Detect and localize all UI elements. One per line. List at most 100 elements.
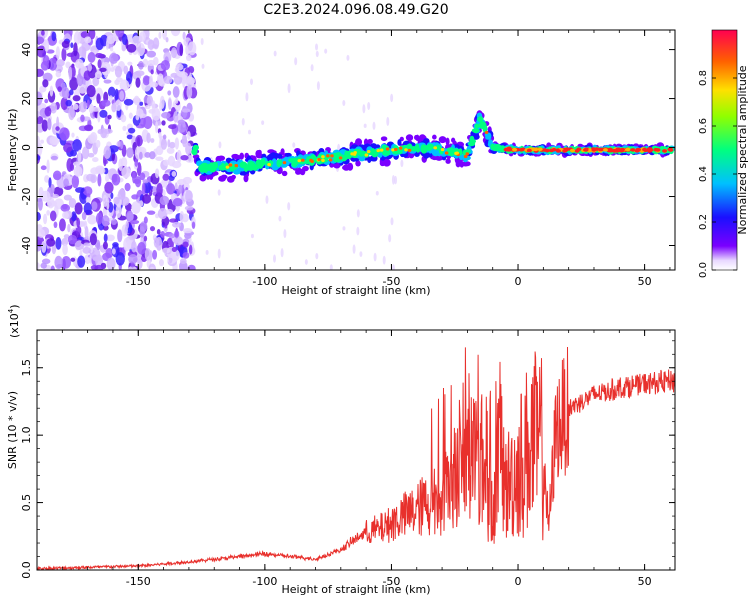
- heatmap-speckle: [83, 101, 87, 110]
- heatmap-speckle: [63, 142, 73, 153]
- heatmap-speckle: [139, 172, 146, 181]
- heatmap-speckle: [135, 135, 143, 147]
- heatmap-speckle: [92, 76, 100, 87]
- heatmap-speckle: [37, 198, 43, 203]
- heatmap-speckle: [154, 168, 160, 179]
- heatmap-speckle: [60, 97, 69, 111]
- heatmap-speckle: [85, 196, 91, 203]
- heatmap-speckle: [356, 209, 360, 218]
- heatmap-speckle: [67, 223, 71, 233]
- heatmap-speckle: [153, 237, 160, 248]
- heatmap-speckle: [162, 159, 170, 166]
- heatmap-hot-spot: [267, 163, 271, 167]
- heatmap-speckle: [163, 75, 173, 84]
- heatmap-speckle: [91, 201, 98, 211]
- heatmap-speckle: [146, 59, 156, 67]
- snr-plot: -150 -100 -50 0 50 0.0 0.5 1.0 1.5 Height of st…: [6, 304, 676, 596]
- heatmap-speckle: [57, 86, 62, 92]
- heatmap-core-blob: [576, 147, 582, 152]
- heatmap-speckle: [103, 145, 112, 159]
- heatmap-speckle: [185, 142, 192, 156]
- heatmap-speckle: [75, 58, 84, 69]
- heatmap-speckle: [71, 211, 77, 222]
- heatmap-speckle: [50, 193, 60, 199]
- heatmap-speckle: [158, 31, 162, 39]
- heatmap-hot-spot: [454, 151, 458, 155]
- heatmap-core-blob: [607, 147, 613, 152]
- heatmap-speckle: [110, 192, 114, 199]
- heatmap-band-blob: [231, 153, 240, 159]
- heatmap-core-blob: [646, 147, 652, 152]
- heatmap-hot-spot: [317, 157, 321, 162]
- heatmap-hot-spot: [234, 164, 239, 168]
- heatmap-speckle: [168, 233, 176, 239]
- heatmap-speckle: [65, 61, 71, 69]
- heatmap-speckle: [315, 252, 319, 260]
- heatmap-speckle: [166, 147, 175, 154]
- heatmap-speckle: [77, 149, 82, 164]
- figure-title: C2E3.2024.096.08.49.G20: [263, 2, 448, 18]
- heatmap-speckle: [179, 258, 187, 265]
- heatmap-hot-spot: [297, 159, 302, 163]
- heatmap-hot-spot: [484, 130, 489, 135]
- heatmap-speckle: [356, 226, 360, 236]
- snr-y-ticks: 0.0 0.5 1.0 1.5: [20, 340, 675, 579]
- heatmap-band-blob: [342, 164, 350, 171]
- heatmap-speckle: [44, 106, 52, 117]
- heatmap-speckle: [63, 194, 72, 201]
- heatmap-speckle: [390, 93, 394, 103]
- heatmap-speckle: [182, 252, 190, 259]
- heatmap-speckle: [149, 266, 155, 270]
- heatmap-speckle: [119, 90, 125, 101]
- heatmap-speckle: [127, 212, 134, 221]
- heatmap-speckle: [117, 189, 126, 200]
- heatmap-speckle: [62, 211, 69, 219]
- heatmap-speckle: [106, 35, 116, 45]
- snr-x-tick-label: -150: [126, 575, 151, 588]
- heatmap-speckle: [388, 234, 392, 243]
- heatmap-hot-spot: [444, 151, 449, 155]
- heatmap-hot-spot: [321, 155, 325, 159]
- heatmap-speckle: [83, 70, 91, 81]
- heatmap-speckle: [137, 242, 146, 255]
- heatmap-band-blob: [464, 161, 471, 167]
- heatmap-speckle: [50, 102, 57, 114]
- heatmap-speckle: [292, 142, 296, 148]
- heatmap-band-blob: [346, 150, 351, 158]
- heatmap-speckle: [66, 158, 73, 172]
- heatmap-band-blob: [198, 164, 206, 173]
- spectrogram-frame: [36, 29, 676, 271]
- heatmap-hot-spot: [364, 153, 369, 157]
- heatmap-speckle: [218, 141, 222, 149]
- heatmap-speckle: [161, 120, 166, 126]
- heatmap-speckle: [121, 33, 128, 46]
- snr-x-tick-label: -50: [382, 575, 400, 588]
- heatmap-speckle: [115, 30, 125, 38]
- heatmap-speckle: [108, 145, 119, 153]
- heatmap-speckle: [149, 151, 156, 160]
- spectrogram-plot: -150 -100 -50 0 50 -40 -20 0 20 40 Height of str…: [6, 29, 676, 297]
- heatmap-speckle: [178, 184, 183, 194]
- heatmap-band-blob: [415, 134, 420, 142]
- heatmap-speckle: [373, 252, 377, 262]
- heatmap-speckle: [43, 213, 48, 225]
- heatmap-speckle: [179, 43, 184, 57]
- heatmap-speckle: [149, 81, 158, 88]
- heatmap-band-blob: [477, 116, 484, 123]
- heatmap-band-blob: [446, 149, 455, 157]
- heatmap-speckle: [53, 221, 58, 229]
- heatmap-speckle: [155, 156, 164, 161]
- spectrogram-x-tick-label: -100: [252, 275, 277, 288]
- heatmap-speckle: [287, 83, 291, 94]
- heatmap-speckle: [170, 30, 181, 37]
- heatmap-speckle: [283, 229, 287, 239]
- heatmap-speckle: [391, 174, 395, 185]
- heatmap-speckle: [37, 45, 47, 58]
- heatmap-speckle: [176, 122, 187, 133]
- heatmap-speckle: [160, 60, 171, 71]
- heatmap-hot-spot: [376, 148, 381, 153]
- heatmap-speckle: [352, 244, 356, 254]
- snr-x-tick-label: 0: [515, 575, 522, 588]
- heatmap-speckle: [121, 44, 126, 52]
- heatmap-band-blob: [192, 144, 199, 151]
